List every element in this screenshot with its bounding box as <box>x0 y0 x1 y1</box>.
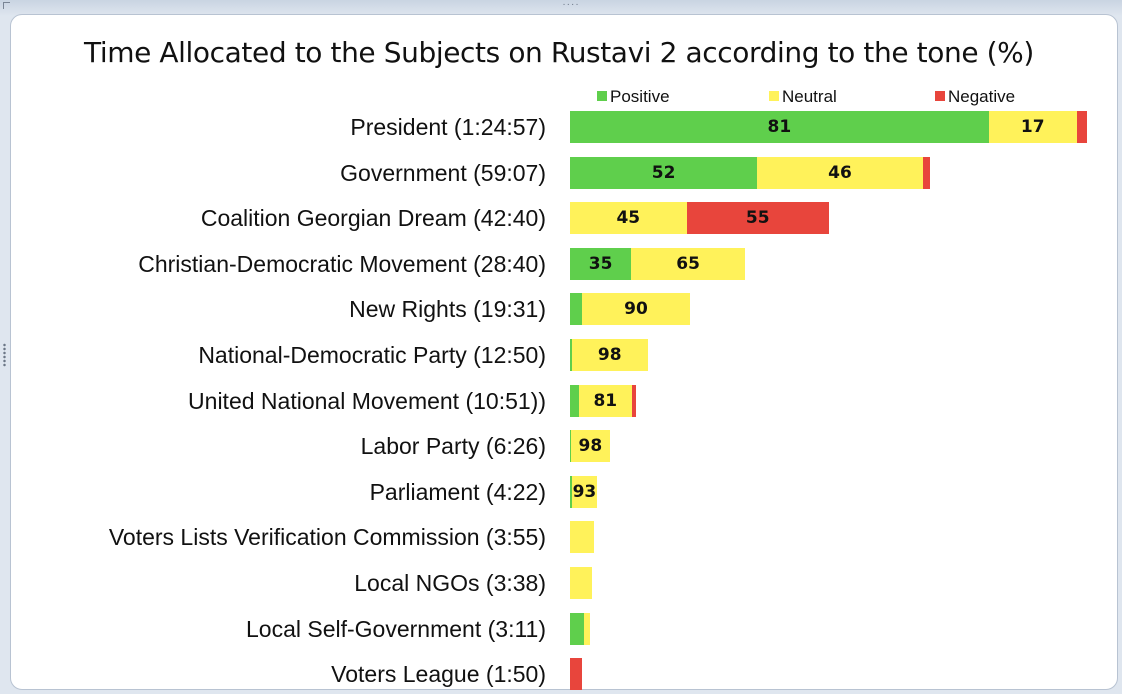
bar-segment-neutral <box>571 475 597 508</box>
category-label: New Rights (19:31) <box>349 296 546 323</box>
bar-segment-positive <box>570 339 572 371</box>
bar-segment-neutral <box>570 521 594 554</box>
bar-segment-neutral <box>570 430 610 463</box>
legend-label-negative: Negative <box>948 87 1016 106</box>
bar-segment-neutral <box>631 247 745 280</box>
category-label: Local NGOs (3:38) <box>354 570 546 596</box>
bar-segment-positive <box>570 156 758 189</box>
legend-swatch-negative <box>935 91 945 101</box>
bar-segment-neutral <box>570 567 592 599</box>
bar-segment-positive <box>570 384 579 417</box>
bar-segment-positive <box>570 612 584 645</box>
bar-segment-positive <box>570 247 632 280</box>
legend-swatch-positive <box>597 91 607 101</box>
bar-segment-neutral <box>571 339 648 371</box>
bar-segment-negative <box>570 658 582 691</box>
bar-segment-neutral <box>988 111 1077 143</box>
bar-segment-neutral <box>757 156 923 189</box>
chart-legend: Positive Neutral Negative <box>0 87 1122 109</box>
data-label: 55 <box>745 208 770 229</box>
data-label: 45 <box>616 208 641 229</box>
category-label: Local Self-Government (3:11) <box>246 615 546 642</box>
category-label: Christian-Democratic Movement (28:40) <box>138 250 546 277</box>
data-label: 90 <box>624 299 648 320</box>
bar-segment-positive <box>570 111 989 143</box>
bar-segment-negative <box>686 202 829 235</box>
data-label: 35 <box>588 253 613 274</box>
chart-title: Time Allocated to the Subjects on Rustav… <box>84 36 1034 69</box>
category-label: National-Democratic Party (12:50) <box>198 342 546 368</box>
bar-segment-neutral <box>578 384 633 417</box>
legend-label-positive: Positive <box>610 87 670 106</box>
resize-grip-left[interactable] <box>3 343 6 367</box>
data-label: 81 <box>767 117 792 137</box>
data-label: 93 <box>572 481 597 502</box>
data-label: 65 <box>676 253 700 274</box>
category-label: Coalition Georgian Dream (42:40) <box>200 205 546 232</box>
bar-segment-positive <box>570 293 582 326</box>
resize-grip-top[interactable]: ···· <box>562 0 580 10</box>
bar-segment-positive <box>570 475 572 508</box>
category-label: Voters League (1:50) <box>331 661 546 688</box>
data-label: 81 <box>593 390 618 411</box>
category-label: United National Movement (10:51)) <box>188 387 546 414</box>
bar-segment-negative <box>632 384 636 417</box>
data-label: 17 <box>1020 117 1045 137</box>
data-label: 98 <box>597 345 622 365</box>
corner-mark <box>3 2 10 9</box>
category-label: Voters Lists Verification Commission (3:… <box>108 524 546 551</box>
category-label: Parliament (4:22) <box>369 478 546 505</box>
bar-segment-neutral <box>570 202 687 235</box>
category-label: Labor Party (6:26) <box>360 433 546 460</box>
legend-swatch-neutral <box>769 91 779 101</box>
bar-segment-positive <box>570 430 571 463</box>
bar-segment-negative <box>1076 111 1087 143</box>
legend-item-neutral: Neutral <box>769 87 837 107</box>
bar-segment-negative <box>922 156 930 189</box>
category-label: Government (59:07) <box>340 159 546 186</box>
data-label: 46 <box>828 162 852 183</box>
legend-label-neutral: Neutral <box>782 87 837 106</box>
category-label: President (1:24:57) <box>350 114 546 140</box>
data-label: 52 <box>651 162 676 183</box>
data-label: 98 <box>578 436 603 457</box>
legend-item-positive: Positive <box>597 87 670 107</box>
bar-segment-neutral <box>582 293 690 326</box>
bar-segment-neutral <box>584 612 590 645</box>
legend-item-negative: Negative <box>935 87 1015 107</box>
window-top-strip <box>0 0 1122 16</box>
